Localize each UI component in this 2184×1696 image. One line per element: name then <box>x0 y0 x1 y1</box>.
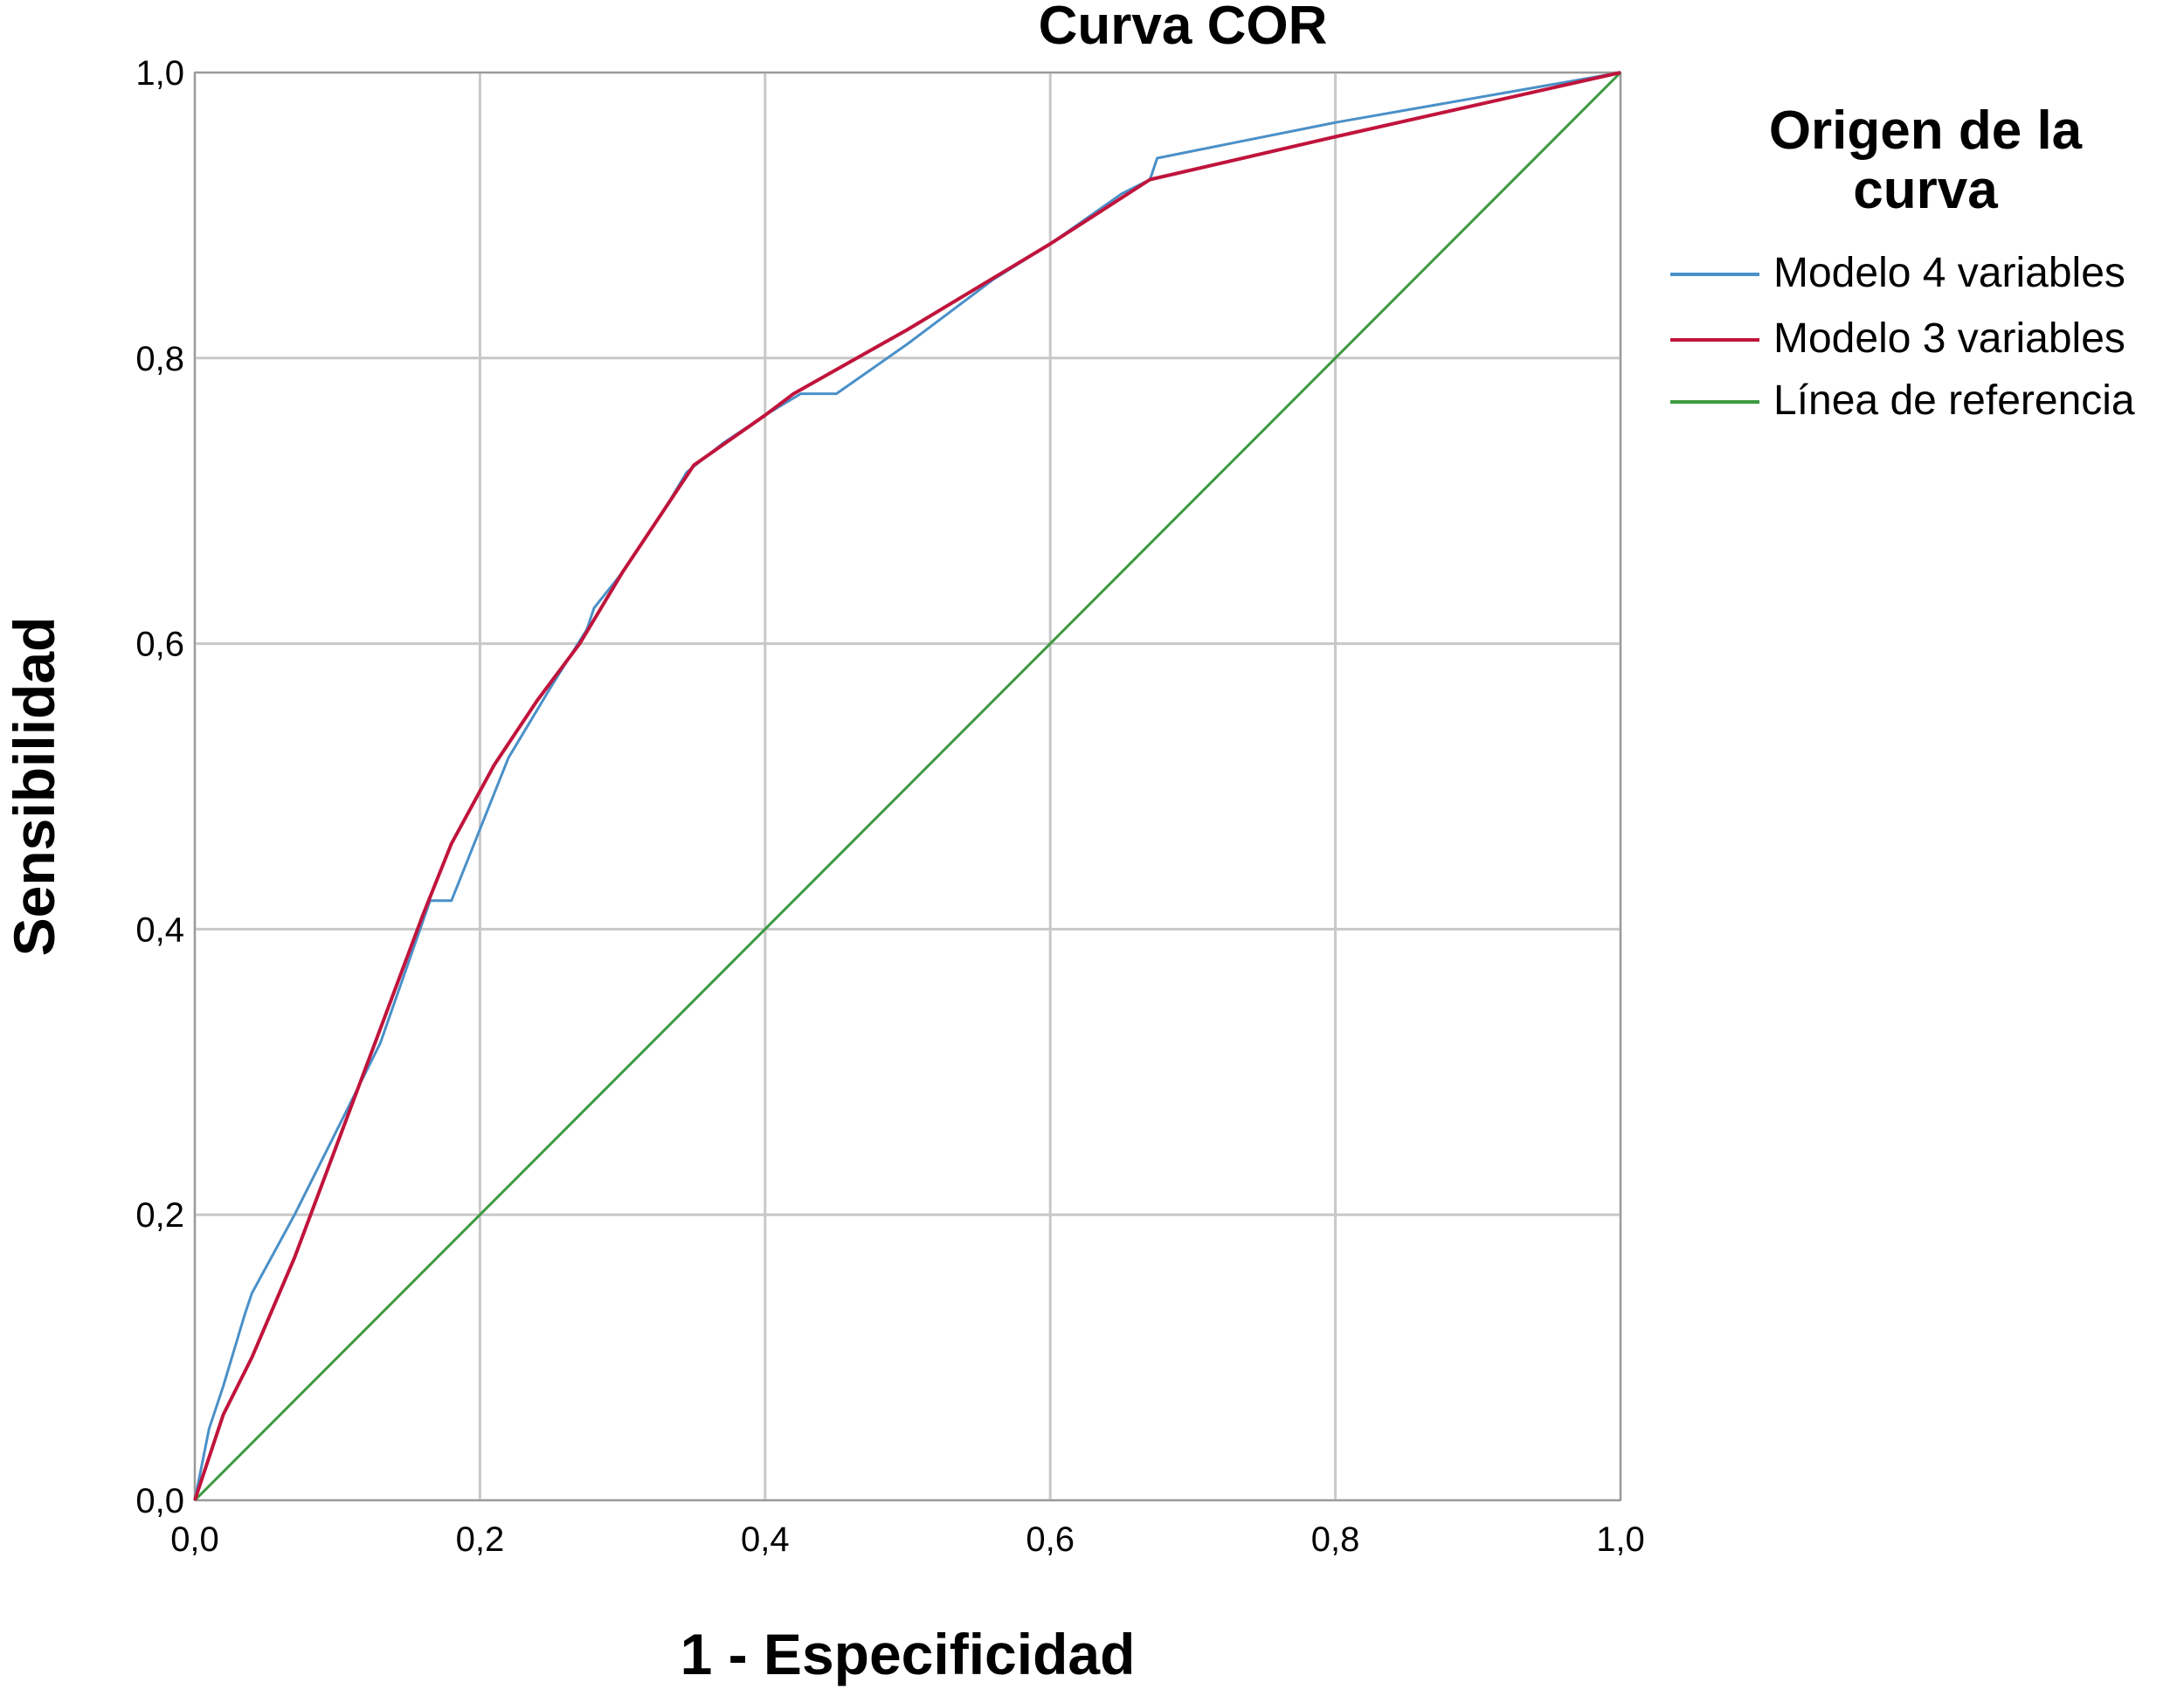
y-tick-label-0: 0,0 <box>135 1482 184 1520</box>
x-tick-labels: 0,0 0,2 0,4 0,6 0,8 1,0 <box>170 1520 1645 1559</box>
y-tick-label-1: 0,2 <box>135 1196 184 1235</box>
legend-title-line-1: Origen de la <box>1769 100 2083 161</box>
y-tick-label-2: 0,4 <box>135 910 184 949</box>
legend-title-line-2: curva <box>1853 160 1998 220</box>
x-tick-label-3: 0,6 <box>1026 1520 1075 1559</box>
y-tick-label-5: 1,0 <box>135 54 184 93</box>
series-layer <box>193 71 1622 1502</box>
y-axis-label: Sensibilidad <box>2 617 66 957</box>
x-tick-label-2: 0,4 <box>741 1520 790 1559</box>
legend: Origen de la curva Modelo 4 variablesMod… <box>1670 100 2135 424</box>
legend-label-0: Modelo 4 variables <box>1773 250 2125 296</box>
y-tick-labels: 0,0 0,2 0,4 0,6 0,8 1,0 <box>135 54 184 1520</box>
x-tick-label-5: 1,0 <box>1596 1520 1645 1559</box>
y-tick-label-3: 0,6 <box>135 626 184 664</box>
x-tick-label-4: 0,8 <box>1311 1520 1360 1559</box>
plot-frame <box>194 72 1621 1501</box>
series-line-1 <box>193 71 1621 1501</box>
series-line-2 <box>193 71 1622 1502</box>
x-tick-label-0: 0,0 <box>170 1520 219 1559</box>
chart-title: Curva COR <box>1039 0 1328 56</box>
legend-items: Modelo 4 variables Modelo 3 variables Líne… <box>1670 250 2135 424</box>
legend-label-1: Modelo 3 variables <box>1773 315 2125 362</box>
x-tick-label-1: 0,2 <box>456 1520 505 1559</box>
y-tick-label-4: 0,8 <box>135 340 184 378</box>
x-axis-label: 1 - Especificidad <box>681 1622 1136 1686</box>
legend-label-2: Línea de referencia <box>1773 377 2135 424</box>
